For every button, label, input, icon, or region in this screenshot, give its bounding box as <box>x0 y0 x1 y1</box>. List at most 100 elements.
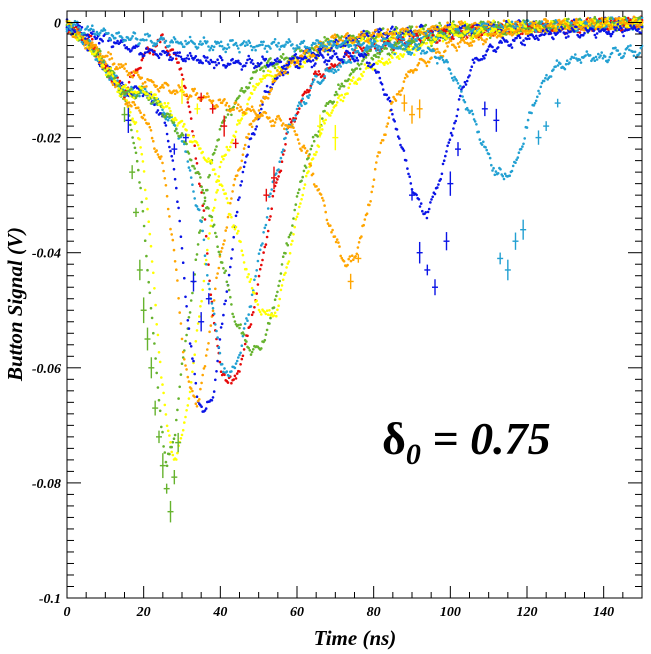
series-10-point <box>484 53 487 57</box>
series-8-point <box>185 129 188 132</box>
series-2-point <box>235 123 239 126</box>
series-6-point <box>210 302 214 305</box>
series-8-point <box>154 93 157 96</box>
series-9-point <box>352 258 355 262</box>
series-10-point <box>156 54 160 58</box>
series-5-point <box>91 37 94 41</box>
series-1-point <box>281 52 285 56</box>
series-10-point <box>209 58 213 62</box>
series-6-point <box>293 118 297 122</box>
series-8-point <box>350 79 354 82</box>
series-7-point <box>280 263 284 266</box>
series-2-point <box>218 165 222 169</box>
series-2-point <box>154 303 157 307</box>
series-9-point <box>511 33 515 36</box>
series-3-point <box>367 34 370 38</box>
series-9-point <box>479 36 483 39</box>
series-10-point <box>116 39 119 43</box>
series-7-point <box>233 320 237 323</box>
series-9-point <box>334 240 338 244</box>
series-7-point <box>269 316 272 320</box>
series-10-point <box>246 58 249 62</box>
series-3-point <box>393 28 397 31</box>
series-8-point <box>421 43 424 46</box>
series-10-point <box>95 36 99 40</box>
series-10-point <box>377 70 380 74</box>
series-5-point <box>629 18 632 22</box>
series-9-point <box>434 51 438 54</box>
series-6-point <box>286 130 290 134</box>
series-3-point <box>195 395 199 399</box>
series-6-point <box>416 36 420 39</box>
series-9-point <box>124 62 127 66</box>
series-5-point <box>253 306 256 309</box>
series-9-point <box>533 21 537 25</box>
series-7-point <box>371 57 375 61</box>
series-4-point <box>314 46 317 49</box>
series-5-point <box>578 31 582 34</box>
series-10-point <box>145 47 148 50</box>
series-2-point <box>438 24 441 28</box>
series-1-point <box>147 280 150 284</box>
series-6-point <box>325 67 329 70</box>
series-4-point <box>253 119 256 122</box>
series-9-point <box>368 203 371 207</box>
series-9-point <box>457 45 461 48</box>
series-10-point <box>563 32 567 35</box>
series-7-point <box>268 322 271 325</box>
series-10-point <box>125 46 129 49</box>
series-7-point <box>548 26 552 30</box>
series-6-point <box>249 305 253 308</box>
series-7-point <box>440 30 444 34</box>
series-1-point <box>156 386 160 389</box>
series-10-point <box>86 33 89 36</box>
series-9-point <box>348 255 352 258</box>
series-7-point <box>284 252 287 255</box>
series-4-point <box>126 104 130 107</box>
series-8-point <box>169 109 172 113</box>
series-7-point <box>149 102 153 105</box>
series-6-point <box>277 168 280 171</box>
series-4-point <box>189 387 193 390</box>
series-7-point <box>124 91 127 94</box>
series-6-point <box>270 188 274 191</box>
series-10-point <box>304 56 308 60</box>
series-10-point <box>372 62 376 66</box>
series-5-point <box>314 70 317 73</box>
series-4-point <box>296 59 300 62</box>
series-4-point <box>179 322 183 325</box>
series-2-point <box>146 207 149 211</box>
series-9-point <box>575 17 578 21</box>
series-9-point <box>502 29 506 33</box>
series-10-point <box>245 61 248 65</box>
series-3-point <box>169 149 172 153</box>
series-2-point <box>198 315 201 318</box>
series-10-point <box>176 51 179 54</box>
series-9-point <box>398 90 401 93</box>
series-7-point <box>342 85 346 88</box>
series-8-point <box>176 124 179 127</box>
series-1-point <box>220 121 224 124</box>
series-10-point <box>143 51 147 54</box>
series-6-point <box>384 37 387 41</box>
series-2-point <box>250 92 254 95</box>
series-9-point <box>549 22 553 25</box>
series-9-point <box>506 31 509 35</box>
series-6-point <box>429 31 432 35</box>
series-1-point <box>381 27 385 30</box>
series-4-point <box>175 268 178 272</box>
series-10-point <box>188 51 192 55</box>
series-7-point <box>337 83 340 86</box>
series-9-point <box>620 21 623 25</box>
series-9-point <box>346 263 349 267</box>
series-8-point <box>578 20 582 24</box>
series-7-point <box>339 85 343 88</box>
series-10-point <box>521 42 524 46</box>
series-8-point <box>222 188 225 192</box>
series-6-point <box>369 39 372 43</box>
series-9-point <box>478 32 482 36</box>
series-1-point <box>157 398 161 402</box>
series-9-point <box>224 103 227 107</box>
series-4-point <box>436 28 439 32</box>
series-10-point <box>310 65 314 69</box>
